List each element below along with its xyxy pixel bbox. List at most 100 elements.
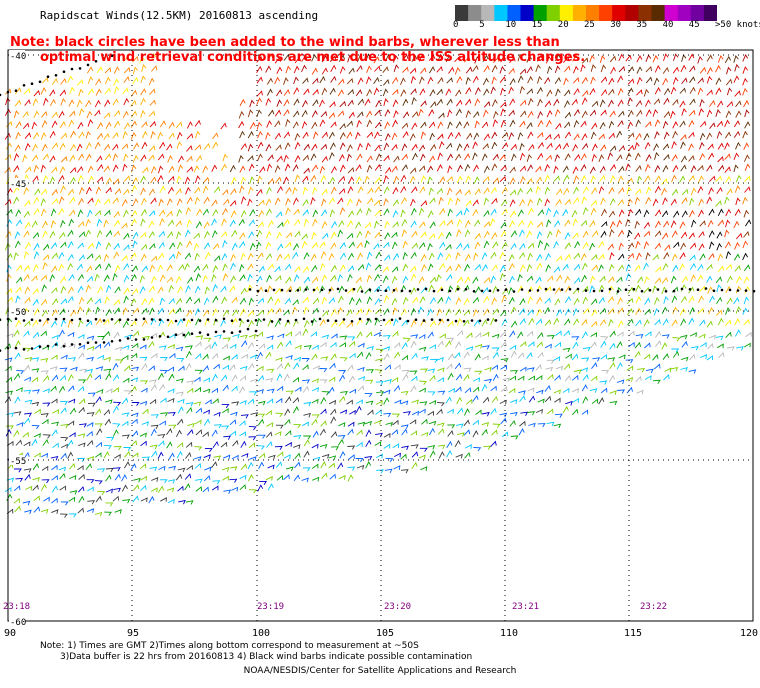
colorbar-label: 40	[662, 20, 674, 30]
quality-flag-dot	[150, 318, 154, 321]
wind-barb	[140, 75, 146, 84]
wind-barb	[743, 296, 750, 305]
wind-barb	[400, 453, 407, 460]
wind-barb	[564, 65, 571, 72]
longitude-label: 115	[624, 628, 642, 639]
lat-label-bg	[9, 455, 25, 465]
lat-label-bg	[9, 178, 25, 188]
wind-barb	[319, 428, 326, 436]
wind-barb	[455, 297, 462, 305]
wind-barb	[517, 75, 524, 83]
wind-barb	[294, 330, 302, 337]
wind-barb	[645, 121, 652, 128]
wind-barb	[374, 109, 381, 117]
quality-flag-dot	[440, 288, 444, 292]
wind-barb	[265, 253, 273, 261]
wind-barb	[265, 431, 273, 438]
wind-barb	[319, 285, 325, 294]
wind-barb	[24, 412, 33, 417]
wind-barb	[24, 142, 31, 151]
wind-barb	[51, 464, 58, 471]
wind-barb	[573, 252, 581, 260]
wind-barb	[159, 420, 166, 426]
wind-barb	[256, 97, 262, 105]
wind-barb	[194, 386, 202, 393]
wind-barb	[150, 384, 157, 392]
wind-barb	[500, 230, 507, 238]
wind-barb	[411, 152, 418, 161]
wind-barb	[158, 383, 166, 391]
wind-barb	[643, 132, 650, 141]
longitude-label: 110	[500, 628, 518, 639]
wind-barb	[742, 87, 748, 96]
wind-barb	[157, 153, 165, 161]
wind-barb	[49, 89, 56, 97]
wind-barb	[159, 185, 166, 193]
wind-barb	[140, 253, 147, 262]
wind-barb	[4, 198, 12, 206]
wind-barb	[130, 89, 138, 97]
wind-barb	[742, 66, 749, 74]
wind-barb	[526, 230, 532, 238]
wind-barb	[663, 53, 669, 62]
wind-barb	[726, 188, 733, 196]
wind-barb	[258, 209, 265, 218]
wind-barb	[573, 133, 580, 141]
wind-barb	[140, 440, 147, 447]
wind-barb	[195, 155, 203, 162]
wind-barb	[618, 165, 625, 173]
wind-barb	[276, 155, 283, 163]
wind-barb	[555, 365, 564, 371]
wind-barb	[283, 109, 290, 117]
wind-barb	[643, 286, 650, 294]
wind-barb	[292, 299, 299, 306]
wind-barb	[58, 263, 64, 272]
wind-barb	[527, 387, 535, 393]
wind-barb	[644, 275, 650, 284]
wind-barb	[40, 132, 47, 140]
wind-barb	[393, 384, 401, 392]
wind-barb	[690, 187, 697, 196]
wind-barb	[544, 297, 551, 304]
wind-barb	[598, 284, 605, 293]
wind-barb	[319, 76, 326, 84]
wind-barb	[409, 419, 417, 425]
wind-barb	[447, 353, 455, 361]
wind-barb	[68, 398, 76, 404]
wind-barb	[157, 451, 164, 459]
quality-flag-dot	[406, 319, 410, 323]
wind-barb	[635, 307, 642, 316]
wind-barb	[114, 286, 121, 294]
wind-barb	[249, 391, 258, 396]
colorbar-segment	[599, 5, 613, 21]
wind-barb	[725, 175, 732, 184]
wind-barb	[420, 318, 427, 326]
wind-barb	[572, 374, 579, 381]
wind-barb	[436, 422, 445, 428]
wind-barb	[257, 309, 265, 316]
wind-barb	[536, 389, 544, 395]
wind-barb	[591, 153, 597, 162]
wind-barb	[680, 295, 687, 303]
wind-barb	[706, 75, 713, 84]
quality-flag-dot	[472, 290, 476, 293]
quality-flag-dot	[408, 289, 412, 293]
wind-barb	[500, 119, 507, 128]
wind-barb	[240, 209, 247, 218]
wind-barb	[356, 64, 363, 72]
wind-barb	[743, 318, 750, 326]
wind-barb	[725, 219, 731, 228]
wind-barb	[258, 199, 265, 206]
wind-barb	[725, 208, 732, 217]
wind-barb	[257, 297, 265, 304]
wind-barb	[265, 208, 272, 216]
wind-barb	[229, 219, 236, 227]
wind-barb	[636, 89, 643, 96]
wind-barb	[267, 483, 274, 491]
wind-barb	[374, 285, 381, 293]
wind-barb	[499, 399, 507, 405]
wind-barb	[474, 232, 481, 240]
wind-barb	[742, 54, 749, 62]
wind-barb	[157, 174, 164, 183]
wind-barb	[194, 419, 202, 425]
